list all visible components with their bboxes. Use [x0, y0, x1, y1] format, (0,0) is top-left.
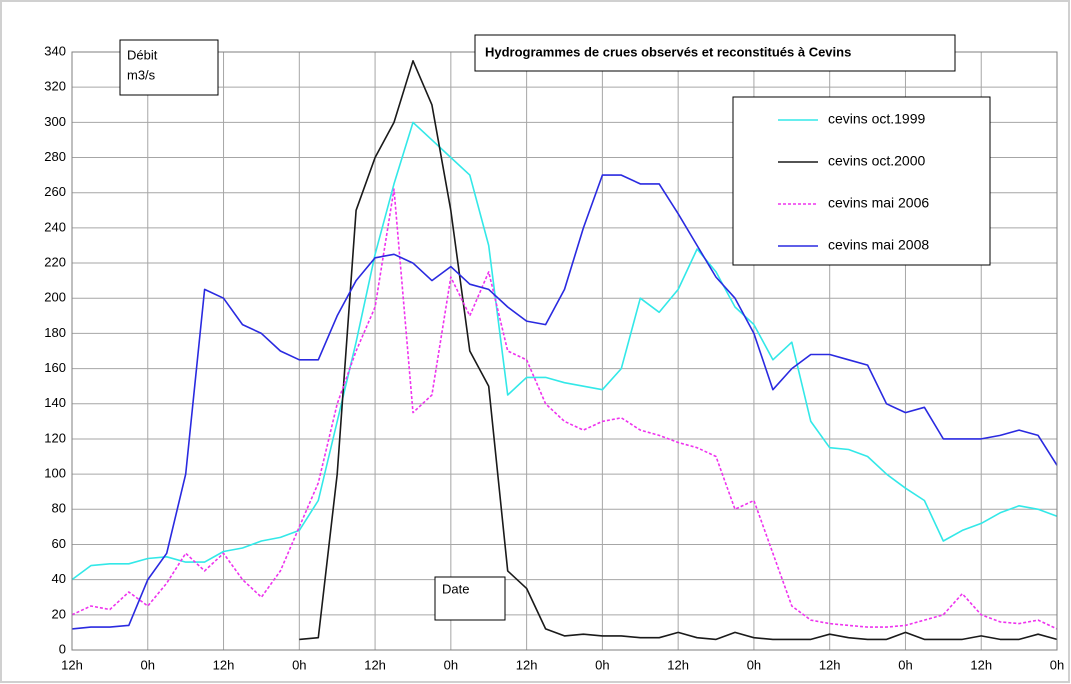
x-tick-label: 0h: [898, 657, 912, 672]
x-label: Date: [442, 581, 469, 596]
y-tick-label: 220: [44, 254, 66, 269]
y-tick-label: 200: [44, 290, 66, 305]
x-tick-label: 12h: [970, 657, 992, 672]
series-line: [71, 174, 1058, 630]
x-tick-label: 0h: [444, 657, 458, 672]
y-tick-label: 20: [52, 606, 66, 621]
y-tick-label: 120: [44, 430, 66, 445]
y-tick-label: 240: [44, 219, 66, 234]
x-tick-label: 12h: [213, 657, 235, 672]
series-line: [299, 60, 1058, 641]
legend-label: cevins oct.2000: [828, 153, 925, 169]
x-tick-label: 12h: [819, 657, 841, 672]
y-tick-label: 320: [44, 79, 66, 94]
legend-label: cevins oct.1999: [828, 111, 925, 127]
title-box: [474, 34, 956, 72]
y-tick-label: 80: [52, 501, 66, 516]
y-tick-label: 260: [44, 184, 66, 199]
x-tick-label: 12h: [516, 657, 538, 672]
x-tick-label: 0h: [141, 657, 155, 672]
x-tick-label: 0h: [1050, 657, 1064, 672]
y-tick-label: 60: [52, 536, 66, 551]
lines: [71, 60, 1058, 641]
y-tick-label: 300: [44, 114, 66, 129]
legend-label: cevins mai 2008: [828, 237, 929, 253]
chart-title: Hydrogrammes de crues observés et recons…: [485, 44, 851, 59]
y-tick-label: 180: [44, 325, 66, 340]
y-tick-label: 160: [44, 360, 66, 375]
x-label-box: [434, 576, 506, 621]
y-tick-label: 340: [44, 43, 66, 58]
y-label: m3/s: [127, 67, 156, 82]
y-tick-label: 0: [59, 641, 66, 656]
y-label-box: [119, 39, 219, 96]
legend-label: cevins mai 2006: [828, 195, 929, 211]
y-tick-label: 140: [44, 395, 66, 410]
legend-box: [732, 96, 991, 266]
y-tick-label: 100: [44, 466, 66, 481]
x-tick-label: 12h: [364, 657, 386, 672]
x-tick-label: 12h: [667, 657, 689, 672]
y-label: Débit: [127, 47, 158, 62]
x-tick-label: 0h: [595, 657, 609, 672]
series-line: [71, 121, 1058, 581]
series-line: [71, 188, 1058, 630]
y-tick-label: 280: [44, 149, 66, 164]
x-tick-label: 0h: [747, 657, 761, 672]
y-tick-label: 40: [52, 571, 66, 586]
x-tick-label: 0h: [292, 657, 306, 672]
x-tick-label: 12h: [61, 657, 83, 672]
